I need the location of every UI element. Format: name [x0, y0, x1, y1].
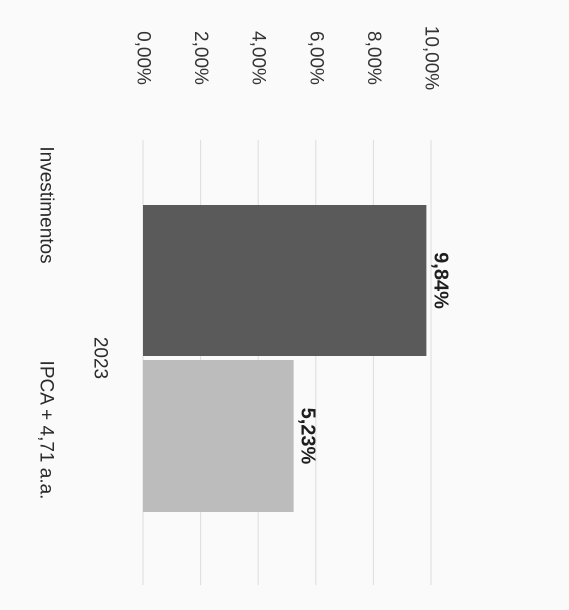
y-tick-label: 6,00%	[305, 31, 326, 85]
y-tick-label: 4,00%	[248, 31, 269, 85]
y-tick-label: 2,00%	[190, 31, 211, 85]
y-tick-label: 8,00%	[363, 31, 384, 85]
y-axis-ticks: 0,00% 2,00% 4,00% 6,00% 8,00% 10,00%	[133, 26, 442, 91]
category-labels: Investimentos IPCA + 4,71 a.a.	[36, 146, 57, 499]
data-label: 5,23%	[297, 408, 319, 465]
y-tick-label: 0,00%	[133, 31, 154, 85]
category-label: IPCA + 4,71 a.a.	[36, 361, 57, 500]
bar	[143, 360, 294, 512]
category-label: Investimentos	[36, 146, 57, 263]
bars: 9,84% 5,23%	[143, 205, 451, 512]
bar	[143, 205, 427, 356]
data-label: 9,84%	[429, 252, 451, 309]
group-label: 2023	[90, 337, 111, 379]
y-tick-label: 10,00%	[421, 26, 442, 91]
